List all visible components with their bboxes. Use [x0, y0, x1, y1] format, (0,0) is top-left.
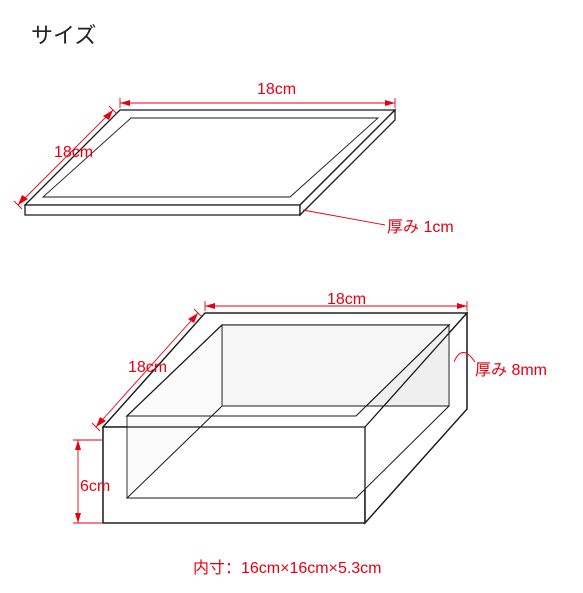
box-h-arrow-b: [75, 513, 81, 523]
page-title: サイズ: [31, 18, 96, 50]
lid-front-face: [25, 205, 300, 215]
box-left-label: 18cm: [128, 359, 167, 377]
lid-thick-label: 厚み 1cm: [387, 213, 454, 237]
lid-top-arrow-r: [385, 100, 395, 106]
box-left-arrow-t: [188, 313, 198, 323]
inner-dimensions-label: 内寸：16cm×16cm×5.3cm: [193, 554, 382, 578]
lid-top-arrow-l: [120, 100, 130, 106]
box-top-label: 18cm: [327, 291, 366, 309]
lid-thick-leader: [303, 210, 385, 225]
lid-left-label: 18cm: [54, 144, 93, 162]
lid-top-label: 18cm: [257, 81, 296, 99]
box-top-arrow-l: [205, 303, 215, 309]
box-h-arrow-t: [75, 440, 81, 450]
box-thick-label: 厚み 8mm: [475, 356, 547, 380]
box-height-label: 6cm: [80, 478, 110, 496]
box-top-arrow-r: [457, 303, 467, 309]
